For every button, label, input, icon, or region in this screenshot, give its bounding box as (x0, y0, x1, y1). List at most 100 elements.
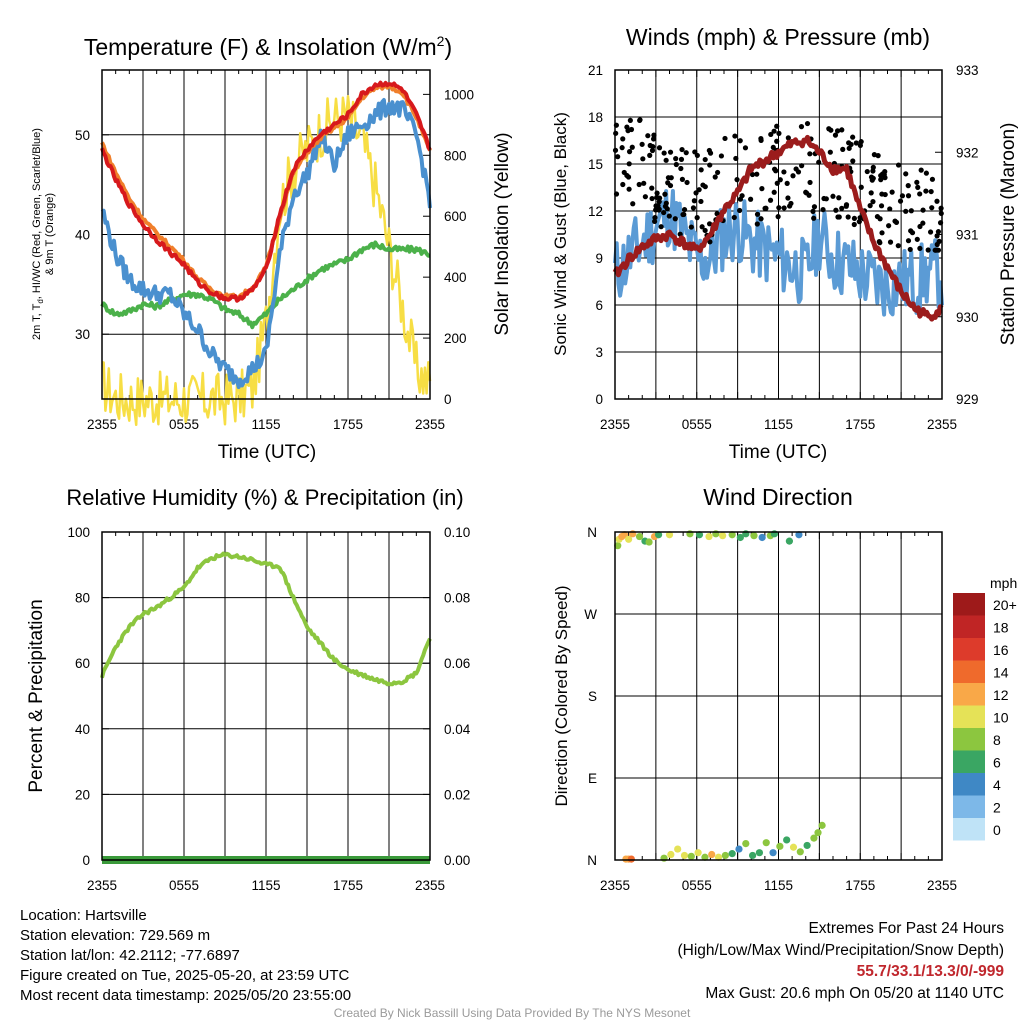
gust-point (663, 157, 669, 163)
y-tick-label: 0.02 (444, 787, 470, 802)
y-tick-label: 0.00 (444, 853, 470, 868)
gust-point (758, 135, 764, 142)
temp-ylabel-left: 2m T, Td, HI/WC (Red, Green, Scarlet/Blu… (31, 128, 45, 340)
direction-point (750, 532, 758, 540)
gust-point (867, 203, 873, 209)
gust-point (666, 213, 672, 219)
gust-point (908, 228, 914, 234)
gust-point (889, 189, 895, 195)
gust-point (649, 185, 655, 191)
x-tick-label: 2355 (415, 417, 445, 432)
gust-point (918, 167, 924, 173)
gust-point (652, 214, 658, 221)
y-tick-label: 0 (82, 853, 90, 868)
gust-point (807, 179, 813, 186)
gust-point (920, 220, 926, 226)
gust-point (850, 134, 856, 140)
gust-point (650, 136, 657, 142)
colorbar-swatch (953, 818, 985, 841)
gust-point (811, 204, 818, 210)
y-tick-label: 18 (588, 110, 603, 125)
gust-point (893, 219, 900, 225)
gust-point (654, 194, 660, 200)
colorbar-swatch (953, 728, 985, 751)
gust-point (839, 127, 845, 133)
y-tick-label: 929 (956, 392, 979, 407)
y-tick-label: 50 (75, 128, 90, 143)
gust-point (907, 246, 913, 253)
gust-point (774, 123, 780, 129)
wind-ylabel-right: Station Pressure (Maroon) (998, 123, 1019, 346)
y-tick-label: 0.04 (444, 722, 471, 737)
gust-point (803, 190, 810, 196)
gust-point (649, 147, 656, 154)
gust-point (661, 150, 667, 156)
gust-point (707, 162, 713, 168)
gust-point (688, 224, 694, 230)
gust-point (698, 198, 704, 205)
gust-point (629, 144, 635, 150)
colorbar-label: 18 (993, 620, 1009, 636)
y-tick-label: 800 (444, 148, 467, 163)
gust-point (758, 216, 764, 222)
gust-point (706, 221, 713, 227)
gust-point (694, 152, 700, 159)
gust-point (624, 172, 630, 179)
gust-point (793, 166, 799, 172)
gust-point (776, 130, 782, 136)
gust-point (785, 195, 791, 201)
colorbar-label: 0 (993, 822, 1001, 838)
gust-point (905, 183, 911, 189)
gust-point (868, 190, 874, 196)
gust-point (871, 152, 877, 158)
gust-point (846, 140, 852, 146)
gust-point (878, 177, 884, 183)
y-tick-label: 600 (444, 209, 467, 224)
x-tick-label: 2355 (415, 878, 445, 893)
gust-point (928, 188, 934, 195)
gust-point (908, 208, 914, 214)
elevation-text: Station elevation: 729.569 m (20, 927, 211, 944)
wind-title: Winds (mph) & Pressure (mb) (626, 24, 930, 50)
recent-timestamp-text: Most recent data timestamp: 2025/05/20 2… (20, 987, 352, 1004)
gust-point (748, 196, 754, 202)
gust-point (754, 211, 761, 217)
gust-point (656, 145, 663, 151)
gust-point (887, 239, 894, 245)
gust-point (785, 135, 791, 141)
gust-point (667, 149, 674, 155)
temp-title: Temperature (F) & Insolation (W/m2) (84, 33, 452, 60)
gust-point (775, 214, 781, 220)
gust-point (737, 196, 744, 202)
colorbar-label: 2 (993, 800, 1001, 816)
direction-point (705, 532, 713, 541)
gust-point (887, 206, 893, 212)
wind-direction-panel: Wind Direction Direction (Colored By Spe… (552, 484, 1017, 893)
gust-point (897, 198, 904, 204)
rh-ylabel-left: Percent & Precipitation (26, 599, 47, 792)
gust-point (784, 180, 790, 186)
gust-point (879, 230, 885, 236)
gust-point (639, 141, 645, 147)
gust-point (781, 205, 787, 211)
gust-point (845, 214, 851, 220)
extremes-info: Extremes For Past 24 Hours (High/Low/Max… (678, 918, 1005, 1004)
gust-point (652, 218, 658, 225)
y-tick-label: E (588, 771, 597, 786)
y-tick-label: 20 (75, 787, 90, 802)
location-text: Location: Hartsville (20, 907, 147, 924)
series-td (100, 240, 431, 330)
direction-point (625, 535, 633, 543)
gust-point (651, 132, 657, 138)
y-tick-label: 933 (956, 63, 979, 78)
direction-point (810, 834, 818, 842)
y-tick-label: 0 (444, 392, 452, 407)
gust-point (776, 205, 782, 211)
colorbar-swatch (953, 795, 985, 818)
gust-point (877, 240, 883, 246)
gust-point (846, 145, 852, 151)
x-tick-label: 2355 (927, 417, 957, 432)
y-tick-label: 15 (588, 157, 603, 172)
series-2m-t (100, 80, 432, 303)
gust-point (770, 144, 776, 151)
